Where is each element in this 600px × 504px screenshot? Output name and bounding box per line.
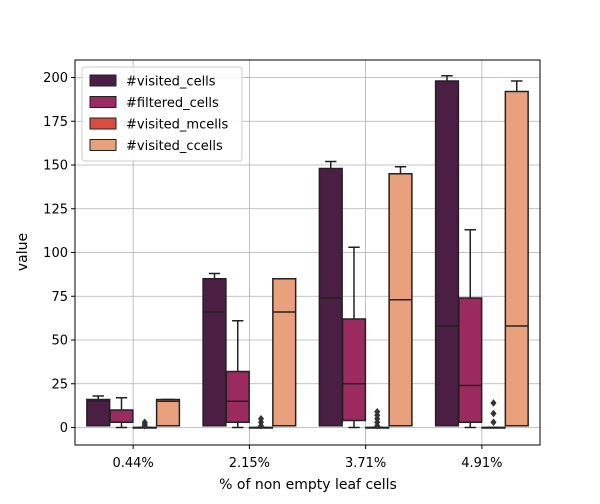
legend-swatch (89, 96, 117, 108)
box-3-1 (458, 229, 483, 429)
box-2-3 (388, 166, 413, 427)
y-tick-label: 75 (51, 290, 68, 305)
box-3-0 (434, 75, 460, 427)
y-tick-label: 100 (43, 246, 68, 261)
box-3-2 (481, 399, 506, 429)
box-2-0 (318, 160, 343, 427)
legend-label: #visited_ccells (126, 139, 223, 154)
legend-label: #filtered_cells (126, 96, 219, 111)
box-3-3 (504, 80, 529, 427)
box-1-3 (272, 278, 297, 427)
legend: #visited_cells #filtered_cells #visited_mc… (81, 66, 243, 162)
box-2-2 (365, 407, 390, 430)
box-0-0 (86, 395, 111, 427)
x-tick-label: 3.71% (345, 456, 386, 471)
box-body (341, 318, 367, 422)
y-tick-label: 0 (60, 421, 68, 436)
outlier-point (490, 418, 497, 427)
box-1-1 (225, 320, 250, 429)
box-body (318, 167, 343, 427)
x-tick-label: 2.15% (229, 456, 270, 471)
box-body (504, 90, 529, 427)
outlier-point (490, 409, 497, 418)
y-tick-label: 200 (43, 71, 68, 86)
y-tick-label: 125 (43, 202, 68, 217)
legend-label: #visited_cells (126, 75, 216, 90)
box-body (155, 398, 181, 427)
outlier-point (490, 399, 497, 407)
box-body (202, 278, 227, 427)
box-body (434, 80, 460, 427)
y-tick-label: 50 (51, 334, 68, 349)
box-1-0 (202, 272, 227, 427)
box-0-1 (109, 397, 134, 429)
y-tick-label: 25 (51, 377, 68, 392)
axes: 0 25 50 75 100 125 150 175 200 0.44% 2.15% 3.71% 4.9… (43, 71, 502, 471)
legend-swatch (89, 74, 117, 87)
outlier-point (257, 414, 265, 423)
outlier-point (374, 407, 381, 416)
box-0-3 (155, 398, 181, 427)
box-body (458, 297, 483, 423)
legend-label: #visited_mcells (126, 118, 228, 133)
box-1-2 (248, 414, 274, 430)
x-tick-label: 4.91% (461, 456, 502, 471)
y-axis-label: value (15, 233, 31, 271)
box-body (109, 409, 134, 423)
box-body (225, 370, 250, 423)
box-2-1 (341, 246, 367, 429)
y-tick-label: 175 (43, 115, 68, 130)
x-axis-label: % of non empty leaf cells (219, 477, 397, 493)
legend-swatch (89, 117, 117, 130)
box-body (86, 398, 111, 427)
outlier-point (141, 418, 148, 427)
y-tick-label: 150 (43, 159, 68, 174)
legend-swatch (89, 139, 117, 151)
x-tick-label: 0.44% (112, 456, 153, 471)
box-plot-marks (86, 75, 529, 430)
box-body (272, 278, 297, 427)
box-0-2 (132, 418, 157, 430)
legend-frame (81, 66, 243, 162)
